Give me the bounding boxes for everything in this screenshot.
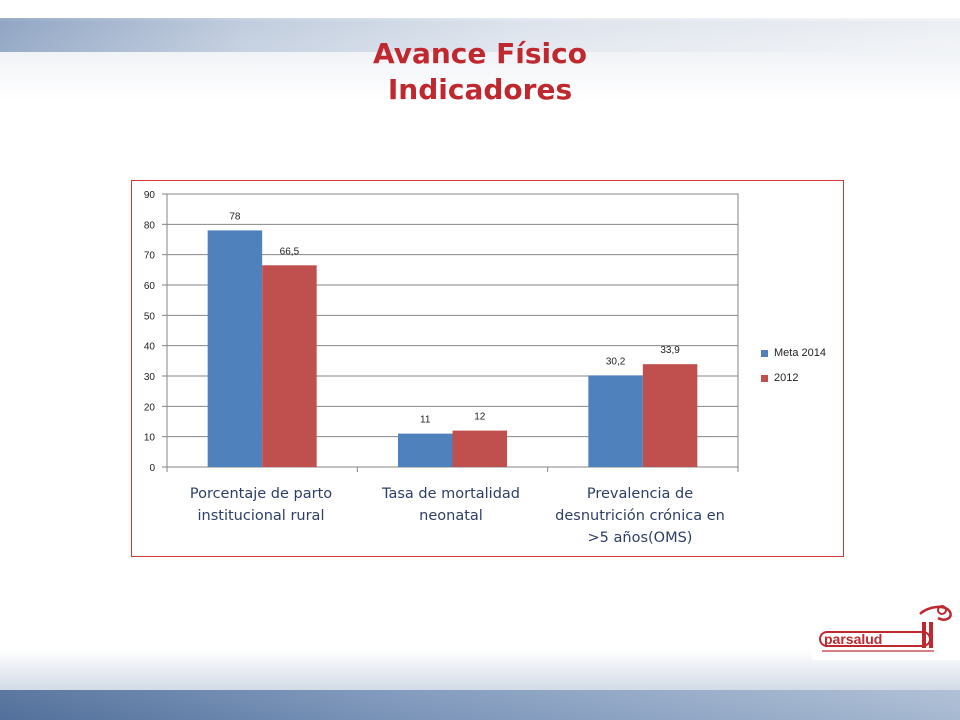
data-label: 12: [474, 412, 486, 423]
y-tick-label: 0: [149, 463, 155, 474]
legend-label-meta-2014: Meta 2014: [774, 347, 826, 359]
y-tick-label: 50: [144, 311, 156, 322]
parsalud-logo: parsalud: [812, 600, 960, 660]
title-line-2: Indicadores: [387, 73, 573, 106]
legend-swatch-meta-2014: [761, 349, 768, 357]
footer-swoosh: [0, 690, 960, 720]
title-line-1: Avance Físico: [373, 37, 587, 70]
y-tick-label: 60: [144, 281, 156, 292]
legend-swatch-2012: [761, 374, 768, 382]
x-category-label-1: Porcentaje de parto institucional rural: [189, 486, 333, 524]
y-tick-label: 20: [144, 402, 156, 413]
y-tick-label: 10: [144, 433, 156, 444]
data-label: 66,5: [280, 246, 300, 257]
bar-chart: 0 10 20 30 40 50 60 70 80 90 78 11 30,2 66,5 12 33,9: [144, 190, 739, 474]
legend-item-meta-2014: Meta 2014: [761, 346, 826, 360]
bar-meta-2014: [207, 230, 263, 467]
header-swoosh: [0, 18, 960, 52]
bar-meta-2014: [588, 375, 643, 467]
bar-2012: [452, 430, 507, 467]
data-label: 33,9: [660, 345, 680, 356]
y-tick-label: 70: [144, 251, 156, 262]
y-tick-label: 80: [144, 220, 156, 231]
slide-title: Avance Físico Indicadores: [0, 36, 960, 108]
svg-text:parsalud: parsalud: [824, 631, 882, 647]
bar-2012: [642, 364, 698, 467]
y-tick-label: 90: [144, 190, 156, 201]
bar-meta-2014: [398, 433, 453, 467]
legend-item-2012: 2012: [761, 371, 826, 385]
y-tick-label: 30: [144, 372, 156, 383]
data-label: 30,2: [606, 356, 626, 367]
data-label: 78: [229, 211, 241, 222]
x-category-label-3: Prevalencia de desnutrición crónica en >…: [555, 486, 725, 546]
bar-2012: [262, 265, 317, 467]
x-category-label-2: Tasa de mortalidad neonatal: [381, 486, 520, 524]
chart-legend: Meta 2014 2012: [761, 346, 826, 396]
parsalud-logo-mark: parsalud: [819, 605, 952, 652]
y-tick-label: 40: [144, 342, 156, 353]
legend-label-2012: 2012: [774, 372, 799, 384]
data-label: 11: [420, 415, 431, 426]
